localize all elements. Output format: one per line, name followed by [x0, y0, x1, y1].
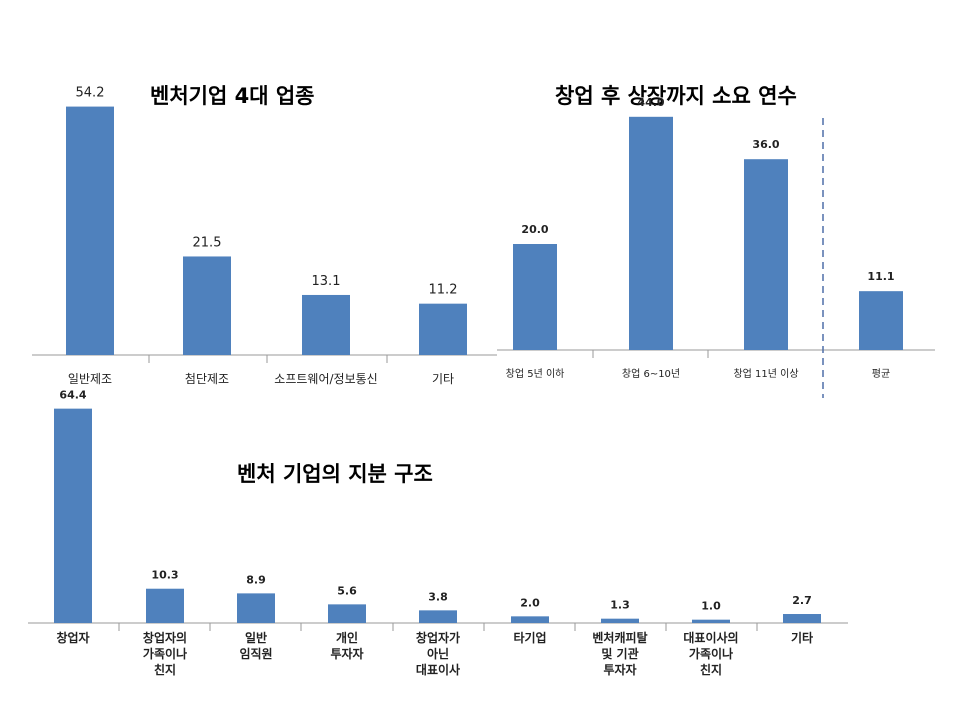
data-label: 2.0: [520, 596, 540, 609]
bar: [859, 291, 903, 350]
data-label: 44.0: [637, 96, 664, 109]
category-label: 및 기관: [601, 646, 638, 661]
data-label: 11.1: [867, 270, 894, 283]
data-label: 64.4: [59, 389, 86, 402]
category-label: 기타: [432, 372, 454, 386]
category-label: 대표이사의: [683, 630, 738, 645]
category-label: 투자자: [330, 646, 363, 661]
data-label: 10.3: [151, 569, 178, 582]
bar: [744, 159, 788, 350]
category-label: 타기업: [513, 630, 546, 645]
category-label: 친지: [700, 662, 722, 677]
data-label: 20.0: [521, 223, 548, 236]
category-label: 친지: [154, 662, 176, 677]
data-label: 21.5: [193, 235, 222, 250]
data-label: 36.0: [752, 138, 779, 151]
category-label: 대표이사: [416, 662, 460, 677]
category-label: 투자자: [603, 662, 636, 677]
bar: [237, 593, 275, 623]
bar: [66, 106, 114, 355]
chart-top-left: 벤처기업 4대 업종 54.2 일반제조 21.5 첨단제조 13.1 소프트웨어/정보통신…: [32, 84, 497, 386]
category-label: 아닌: [427, 646, 449, 661]
category-label: 창업 11년 이상: [733, 367, 798, 380]
bar: [328, 604, 366, 623]
category-label: 창업자가: [416, 630, 460, 645]
data-label: 11.2: [429, 283, 458, 298]
chart-title: 벤처기업 4대 업종: [150, 84, 314, 108]
category-label: 소프트웨어/정보통신: [274, 372, 377, 386]
category-label: 일반제조: [68, 372, 112, 386]
category-label: 임직원: [239, 646, 272, 661]
category-label: 개인: [336, 630, 358, 645]
data-label: 54.2: [76, 86, 105, 101]
bar: [419, 610, 457, 623]
category-label: 가족이나: [689, 646, 733, 661]
bar: [302, 294, 350, 355]
chart-title: 창업 후 상장까지 소요 연수: [555, 84, 797, 108]
bar: [692, 619, 730, 623]
chart-bottom: 벤처 기업의 지분 구조64.4창업자10.3창업자의가족이나친지8.9일반임직…: [28, 389, 848, 677]
chart-top-right: 창업 후 상장까지 소요 연수 20.0 창업 5년 이하 44.0 창업 6~10년 3…: [497, 84, 935, 398]
data-label: 2.7: [792, 594, 812, 607]
category-label: 기타: [791, 630, 813, 645]
category-label: 창업 6~10년: [622, 367, 680, 380]
data-label: 5.6: [337, 584, 357, 597]
category-label: 창업자: [56, 630, 89, 645]
bar: [513, 244, 557, 350]
bar: [146, 588, 184, 623]
category-label: 첨단제조: [185, 372, 229, 386]
bar: [54, 408, 92, 623]
data-label: 13.1: [312, 274, 341, 289]
category-label: 벤처캐피탈: [592, 630, 647, 645]
category-label: 창업자의: [143, 630, 187, 645]
bar: [783, 614, 821, 623]
data-label: 1.3: [610, 599, 630, 612]
chart-title: 벤처 기업의 지분 구조: [237, 462, 433, 486]
category-label: 일반: [245, 630, 267, 645]
category-label: 창업 5년 이하: [506, 367, 565, 380]
bar: [183, 256, 231, 355]
data-label: 8.9: [246, 573, 266, 586]
category-label: 평균: [872, 368, 890, 380]
category-label: 가족이나: [143, 646, 187, 661]
bar: [601, 618, 639, 623]
bar: [419, 303, 467, 355]
bar: [629, 116, 673, 350]
data-label: 3.8: [428, 590, 448, 603]
bar: [511, 616, 549, 623]
data-label: 1.0: [701, 600, 721, 613]
